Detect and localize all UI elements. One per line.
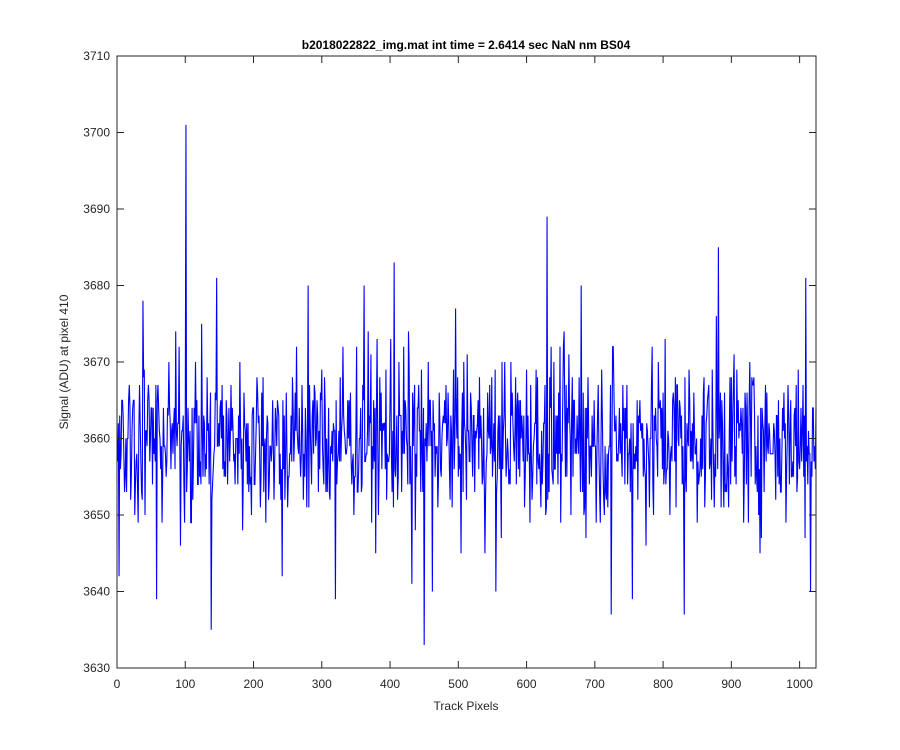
series-line [117,124,817,646]
y-tick-label: 3650 [83,508,110,522]
x-tick-label: 0 [114,677,121,691]
y-tick-label: 3680 [83,279,110,293]
y-axis-label: Signal (ADU) at pixel 410 [57,294,71,429]
chart-title: b2018022822_img.mat int time = 2.6414 se… [302,38,631,52]
x-axis-label: Track Pixels [434,699,499,713]
x-tick-label: 200 [244,677,264,691]
axes-box [116,55,817,669]
x-tick-label: 700 [585,677,605,691]
x-tick-label: 1000 [786,677,813,691]
x-tick-label: 800 [653,677,673,691]
series-layer [117,124,817,646]
y-tick-label: 3670 [83,355,110,369]
x-tick-label: 400 [380,677,400,691]
x-tick-label: 900 [721,677,741,691]
x-tick-label: 100 [175,677,195,691]
plot-area [117,56,816,668]
y-tick-label: 3640 [83,585,110,599]
ticks-layer: 0 100 200 300 400 500 600 700 800 900 1000 3630 3640… [83,49,816,691]
y-tick-label: 3690 [83,202,110,216]
x-tick-label: 600 [517,677,537,691]
x-tick-label: 500 [448,677,468,691]
y-tick-label: 3660 [83,432,110,446]
x-tick-label: 300 [312,677,332,691]
y-tick-label: 3630 [83,661,110,675]
y-tick-label: 3710 [83,49,110,63]
y-tick-label: 3700 [83,126,110,140]
